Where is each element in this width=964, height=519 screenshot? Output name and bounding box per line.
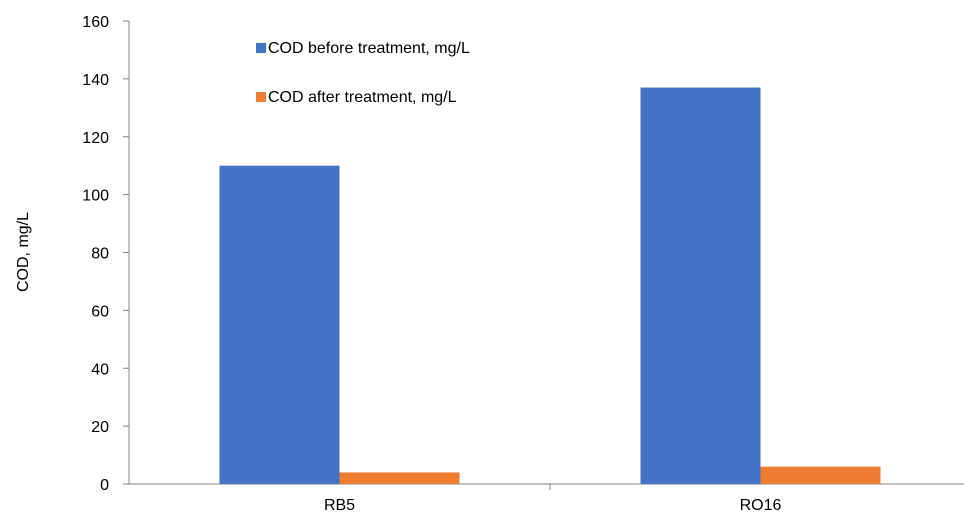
bar-after-ro16 [760,466,881,484]
y-tick-label: 40 [91,361,109,378]
legend-label: COD after treatment, mg/L [268,89,457,106]
y-tick-label: 0 [100,477,109,494]
y-tick-label: 140 [82,72,109,89]
bar-after-rb5 [339,472,460,484]
legend-swatch [256,92,266,102]
y-tick-label: 100 [82,188,109,205]
y-axis: 0 20 40 60 80 100 120 140 160 [82,14,130,494]
x-tick-group: RB5 RO16 [324,484,782,514]
y-tick-label: 60 [91,303,109,320]
legend-swatch [256,43,266,53]
y-tick-group: 0 20 40 60 80 100 120 140 160 [82,14,129,494]
y-tick-label: 80 [91,246,109,263]
y-tick-label: 160 [82,14,109,31]
legend-label: COD before treatment, mg/L [268,40,470,57]
x-tick-label: RO16 [740,497,782,514]
bar-before-ro16 [640,87,761,485]
bar-group [219,87,881,485]
legend: COD before treatment, mg/L COD after trea… [256,40,470,106]
y-tick-label: 120 [82,130,109,147]
x-axis: RB5 RO16 [129,483,964,514]
y-axis-title: COD, mg/L [15,212,32,292]
bar-before-rb5 [219,165,340,484]
x-tick-label: RB5 [324,497,355,514]
y-tick-label: 20 [91,419,109,436]
